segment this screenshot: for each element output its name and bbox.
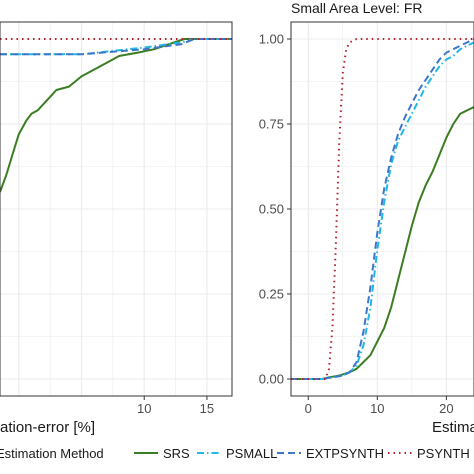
y-tick-label: 0.25: [259, 287, 284, 302]
y-tick-label: 1.00: [259, 32, 284, 47]
series-line-psmall: [0, 38, 232, 56]
legend-label-extpsynth: EXTPSYNTH: [306, 446, 384, 461]
panel-title: Small Area Level: FR: [291, 0, 423, 16]
legend: Estimation Method SRS PSMALL EXTPSYNTH PSYNT…: [0, 446, 470, 461]
series-line-extpsynth: [0, 38, 232, 56]
series-line-extpsynth: [291, 38, 474, 380]
x-tick-label: 10: [137, 401, 151, 416]
y-tick-label: 0.75: [259, 117, 284, 132]
x-tick-label: 0: [305, 401, 312, 416]
legend-label-psmall: PSMALL: [226, 446, 277, 461]
panel-right: 0 10 20 0.00 0.25 0.50 0.75 1.00 Small Area Leve…: [259, 0, 474, 436]
x-tick-label: 20: [439, 401, 453, 416]
legend-title: Estimation Method: [0, 446, 104, 461]
series-line-psmall: [291, 41, 474, 380]
legend-label-psynth: PSYNTH: [417, 446, 470, 461]
series-line-srs: [0, 38, 232, 193]
x-axis-label: Estima: [432, 419, 474, 436]
legend-label-srs: SRS: [163, 446, 190, 461]
x-axis-label: ation-error [%]: [0, 419, 95, 436]
panel-left: 10 15 ation-error [%]: [0, 21, 233, 436]
y-tick-label: 0.00: [259, 372, 284, 387]
x-tick-label: 10: [370, 401, 384, 416]
x-tick-label: 15: [200, 401, 214, 416]
panel-border: [0, 21, 233, 397]
y-tick-label: 0.50: [259, 202, 284, 217]
